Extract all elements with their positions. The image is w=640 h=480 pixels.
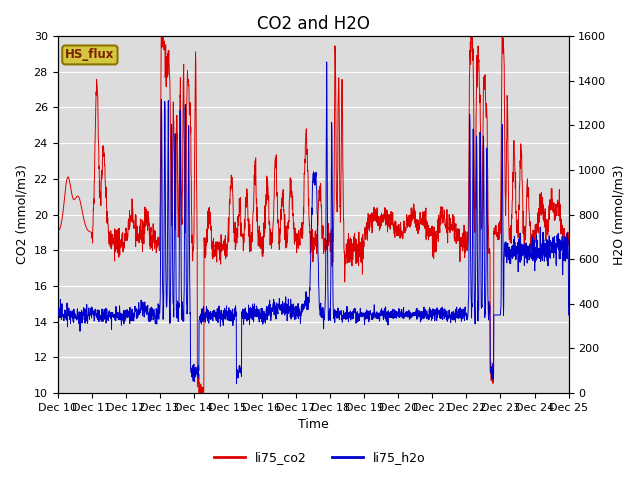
Title: CO2 and H2O: CO2 and H2O [257,15,369,33]
X-axis label: Time: Time [298,419,328,432]
Y-axis label: H2O (mmol/m3): H2O (mmol/m3) [612,164,625,265]
Legend: li75_co2, li75_h2o: li75_co2, li75_h2o [209,446,431,469]
Text: HS_flux: HS_flux [65,48,115,61]
Y-axis label: CO2 (mmol/m3): CO2 (mmol/m3) [15,165,28,264]
